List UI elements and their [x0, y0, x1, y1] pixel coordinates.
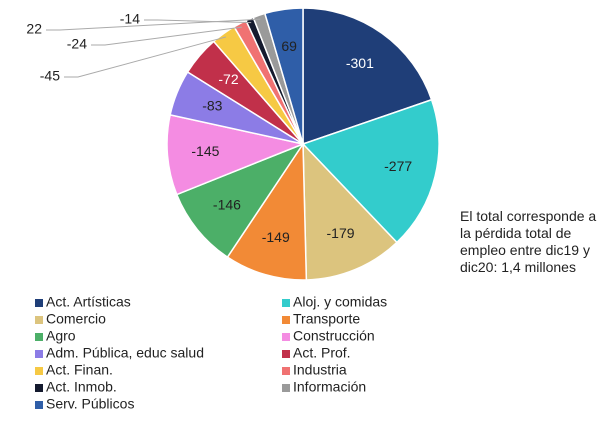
legend-swatch [282, 367, 290, 375]
legend-label: Serv. Públicos [46, 396, 134, 412]
data-label: -83 [202, 98, 222, 114]
legend-label: Act. Finan. [46, 362, 113, 378]
legend-label: Transporte [293, 311, 360, 327]
data-label: -301 [346, 55, 374, 71]
data-label: 22 [26, 21, 42, 37]
legend-label: Aloj. y comidas [293, 294, 387, 310]
data-label: -149 [262, 229, 290, 245]
legend-swatch [35, 299, 43, 307]
legend-label: Act. Artísticas [46, 294, 131, 310]
pie-slice [175, 142, 305, 259]
legend-swatch [35, 350, 43, 358]
legend-label: Comercio [46, 311, 106, 327]
data-label: -179 [327, 225, 355, 241]
pie-slice [301, 98, 440, 244]
pie-slice [302, 142, 398, 281]
data-label: -277 [384, 158, 412, 174]
data-label: -24 [67, 36, 87, 52]
legend-swatch [282, 350, 290, 358]
data-label: -145 [191, 143, 219, 159]
legend-swatch [35, 401, 43, 409]
pie-slice [263, 7, 304, 145]
legend-label: Industria [293, 362, 347, 378]
legend-swatch [35, 316, 43, 324]
leader-line [91, 26, 242, 46]
leader-line [64, 36, 227, 78]
legend-swatch [35, 367, 43, 375]
leader-line [46, 18, 261, 31]
legend-swatch [35, 384, 43, 392]
legend-swatch [282, 299, 290, 307]
data-label: -72 [218, 71, 238, 87]
legend-swatch [282, 384, 290, 392]
legend-label: Adm. Pública, educ salud [46, 345, 204, 361]
data-label: -45 [40, 68, 60, 84]
legend-swatch [282, 333, 290, 341]
annotation: El total corresponde a la pérdida total … [460, 208, 597, 275]
legend-label: Construcción [293, 328, 375, 344]
data-label: -14 [120, 11, 140, 27]
legend-label: Información [293, 379, 366, 395]
legend-label: Act. Inmob. [46, 379, 117, 395]
pie-slice [166, 113, 306, 196]
legend-label: Act. Prof. [293, 345, 351, 361]
data-label: -146 [213, 196, 241, 212]
pie-slice [302, 7, 433, 146]
data-label: 69 [281, 38, 297, 54]
pie-slice [226, 141, 308, 281]
legend-label: Agro [46, 328, 76, 344]
legend-swatch [282, 316, 290, 324]
legend-swatch [35, 333, 43, 341]
